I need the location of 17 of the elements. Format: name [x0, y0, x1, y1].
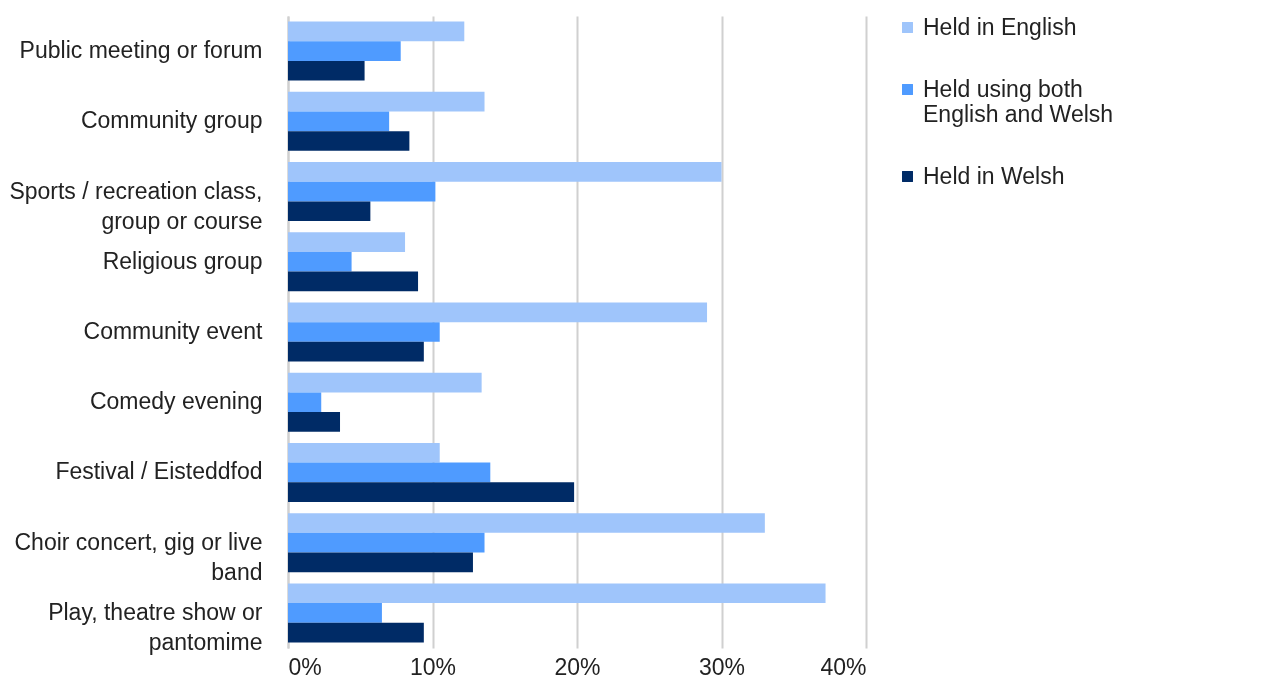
y-tick-label: Sports / recreation class, group or course — [9, 177, 263, 234]
legend-label: Held in Welsh — [923, 162, 1065, 189]
y-tick-label: Comedy evening — [89, 388, 263, 415]
y-tick-label: Community group — [80, 107, 263, 134]
x-tick-label: 30% — [698, 653, 746, 680]
y-tick-label: Choir concert, gig or live band — [14, 528, 263, 585]
y-tick-label: Community event — [83, 318, 264, 344]
y-tick-label: Festival / Eisteddfod — [55, 458, 263, 485]
x-tick-label: 40% — [820, 653, 867, 680]
x-tick-label: 0% — [288, 653, 322, 680]
y-tick-label: Play, theatre show or pantomime — [48, 598, 263, 655]
x-tick-label: 20% — [554, 653, 601, 680]
legend-label: Held in English — [923, 13, 1077, 40]
y-tick-label: Public meeting or forum — [19, 37, 263, 64]
legend-label: Held using both English and Welsh — [923, 75, 1114, 127]
x-tick-label: 10% — [409, 653, 457, 680]
y-tick-label: Religious group — [102, 247, 263, 274]
